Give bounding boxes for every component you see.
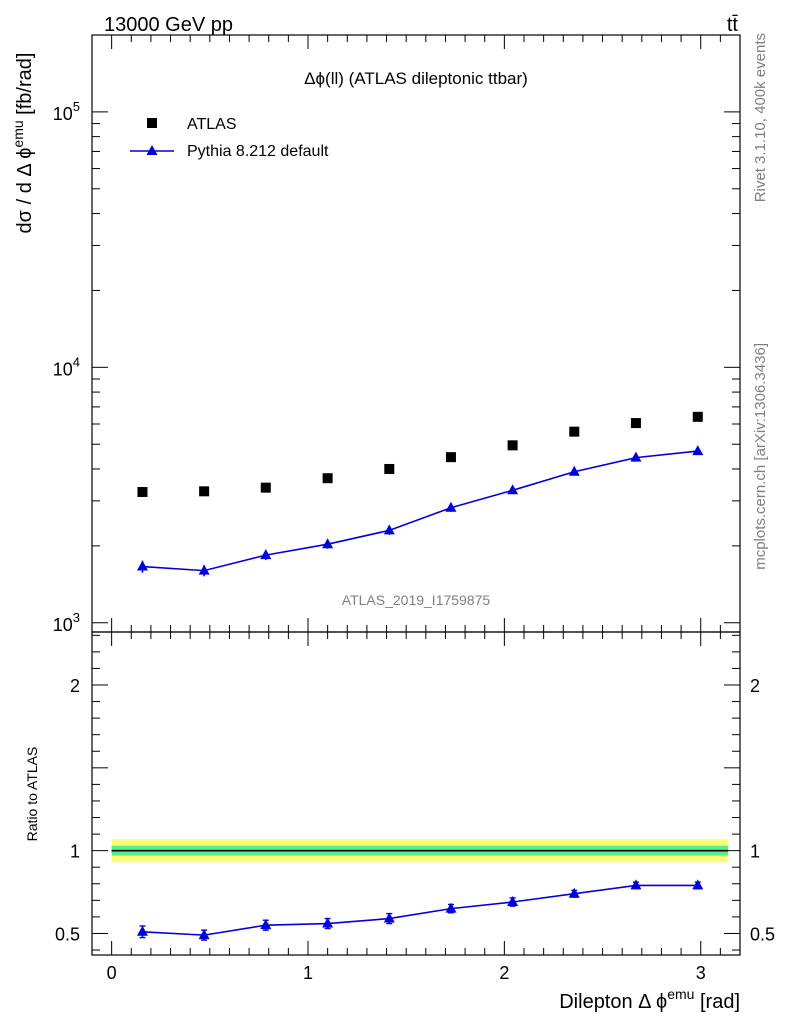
atlas-point <box>569 426 580 437</box>
energy-label: 13000 GeV pp <box>104 14 233 36</box>
pythia-point <box>568 465 580 476</box>
ratio-y-tick-label-left: 0.5 <box>55 924 80 944</box>
pythia-point <box>692 445 704 456</box>
ratio-pythia-point <box>260 919 272 930</box>
x-axis-label-unit: [rad] <box>694 991 740 1013</box>
ratio-series <box>136 879 704 941</box>
legend-pythia-marker <box>146 145 158 155</box>
ratio-pythia-line <box>142 884 698 936</box>
y-tick-base: 10 <box>53 104 73 124</box>
atlas-point <box>137 487 148 498</box>
process-label: tt̄ <box>727 14 739 36</box>
rivet-version-label: Rivet 3.1.10, 400k events <box>752 33 769 202</box>
ratio-y-tick-label-left: 1 <box>70 842 80 862</box>
x-tick-labels: 0 1 2 3 <box>107 963 706 983</box>
pythia-point <box>507 484 519 495</box>
y-tick-base: 10 <box>53 359 73 379</box>
legend: ATLAS Pythia 8.212 default <box>130 116 329 160</box>
y-tick-exponent: 4 <box>73 354 80 369</box>
ratio-uncertainty-band <box>111 839 729 863</box>
pythia-point <box>383 524 395 535</box>
ratio-pythia-point <box>322 917 334 928</box>
y-tick-exponent: 5 <box>73 99 80 114</box>
main-series <box>136 411 704 577</box>
atlas-point <box>507 440 518 451</box>
atlas-point <box>445 452 456 463</box>
source-label: mcplots.cern.ch [arXiv:1306.3436] <box>752 343 769 570</box>
ratio-pythia-point <box>630 879 642 890</box>
main-y-tick-label: 104 <box>53 354 80 379</box>
legend-pythia-label: Pythia 8.212 default <box>187 143 329 160</box>
x-axis-label: Dilepton Δ ϕemu [rad] <box>559 986 740 1013</box>
ratio-pythia-point <box>383 912 395 923</box>
ratio-ticks <box>92 632 740 955</box>
ratio-panel: 0.5 0.5 1 1 2 2 Ratio to ATLAS <box>24 631 775 956</box>
ratio-pythia-point <box>198 929 210 940</box>
main-y-axis-label-sup: emu <box>10 120 26 147</box>
ratio-y-tick-labels: 0.5 0.5 1 1 2 2 <box>55 676 775 944</box>
ratio-pythia-point <box>568 887 580 898</box>
pythia-line <box>142 450 698 572</box>
ratio-frame <box>91 631 741 956</box>
pythia-point <box>445 501 457 512</box>
main-y-axis-label-unit: [fb/rad] <box>14 53 36 121</box>
atlas-point <box>260 482 271 493</box>
ratio-y-axis-label: Ratio to ATLAS <box>24 747 40 842</box>
x-tick-label: 3 <box>696 963 706 983</box>
x-tick-label: 1 <box>303 963 313 983</box>
ratio-pythia-point <box>445 902 457 913</box>
main-y-tick-label: 103 <box>53 610 80 635</box>
pythia-point <box>322 538 334 549</box>
atlas-point <box>199 486 210 497</box>
analysis-watermark: ATLAS_2019_I1759875 <box>342 592 491 608</box>
ratio-pythia-point <box>136 925 148 936</box>
atlas-point <box>322 473 333 484</box>
ratio-y-tick-label-right: 0.5 <box>750 924 775 944</box>
ratio-pythia-point <box>507 895 519 906</box>
main-y-tick-label: 105 <box>53 99 80 124</box>
y-tick-base: 10 <box>53 615 73 635</box>
atlas-point <box>384 463 395 474</box>
panel-title: Δϕ(ll) (ATLAS dileptonic ttbar) <box>304 69 528 88</box>
x-tick-label: 0 <box>107 963 117 983</box>
pythia-point <box>198 564 210 575</box>
x-tick-label: 2 <box>499 963 509 983</box>
x-axis-label-sup: emu <box>667 986 694 1002</box>
ratio-y-tick-label-left: 2 <box>70 676 80 696</box>
pythia-point <box>136 560 148 571</box>
legend-atlas-label: ATLAS <box>187 116 237 133</box>
main-y-axis-label-text: dσ / d Δ ϕ <box>14 148 36 234</box>
pythia-point <box>630 451 642 462</box>
pythia-point <box>260 549 272 560</box>
main-y-axis-label: dσ / d Δ ϕemu [fb/rad] <box>10 53 36 234</box>
ratio-y-tick-label-right: 1 <box>750 842 760 862</box>
legend-atlas-marker <box>147 118 157 128</box>
ratio-pythia-point <box>692 879 704 890</box>
atlas-point <box>630 418 641 429</box>
y-tick-exponent: 3 <box>73 610 80 625</box>
ratio-y-tick-label-right: 2 <box>750 676 760 696</box>
x-axis-label-text: Dilepton Δ ϕ <box>559 991 667 1013</box>
atlas-point <box>692 411 703 422</box>
